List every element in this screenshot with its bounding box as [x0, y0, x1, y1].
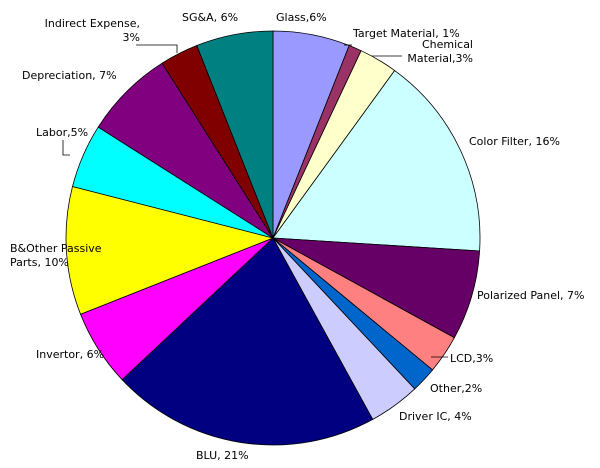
label-labor: Labor,5%: [36, 126, 88, 139]
leader-lines: [62, 44, 448, 358]
leader-line-indirect-expense: [136, 44, 178, 53]
label-blu: BLU, 21%: [196, 449, 249, 462]
pie-slice-blu: [121, 237, 374, 446]
label-target-material: Target Material, 1%: [352, 27, 460, 40]
label-depreciation: Depreciation, 7%: [22, 69, 117, 82]
label-other: Other,2%: [430, 382, 482, 395]
leader-line-labor: [62, 140, 70, 156]
label-lcd: LCD,3%: [450, 352, 493, 365]
pie-slices: [65, 30, 481, 446]
pie-slice-sg-and-a: [196, 30, 274, 239]
slice-labels: Glass,6% Target Material, 1%Chemical Mater…: [10, 11, 585, 462]
label-invertor: Invertor, 6%: [36, 348, 104, 361]
label-chemical-material: Chemical Material,3%: [407, 38, 473, 65]
label-indirect-expense: Indirect Expense, 3%: [45, 17, 140, 44]
pie-slice-b-and-other-passive-parts: [65, 186, 275, 315]
pie-slice-color-filter: [272, 69, 481, 252]
label-polarized-panel: Polarized Panel, 7%: [477, 289, 585, 302]
label-color-filter: Color Filter, 16%: [469, 135, 560, 148]
label-sg-and-a: SG&A, 6%: [182, 11, 238, 24]
label-glass: Glass,6%: [276, 11, 327, 24]
label-driver-ic: Driver IC, 4%: [399, 410, 472, 423]
label-b-and-other-passive-parts: B&Other Passive Parts, 10%: [10, 242, 102, 269]
